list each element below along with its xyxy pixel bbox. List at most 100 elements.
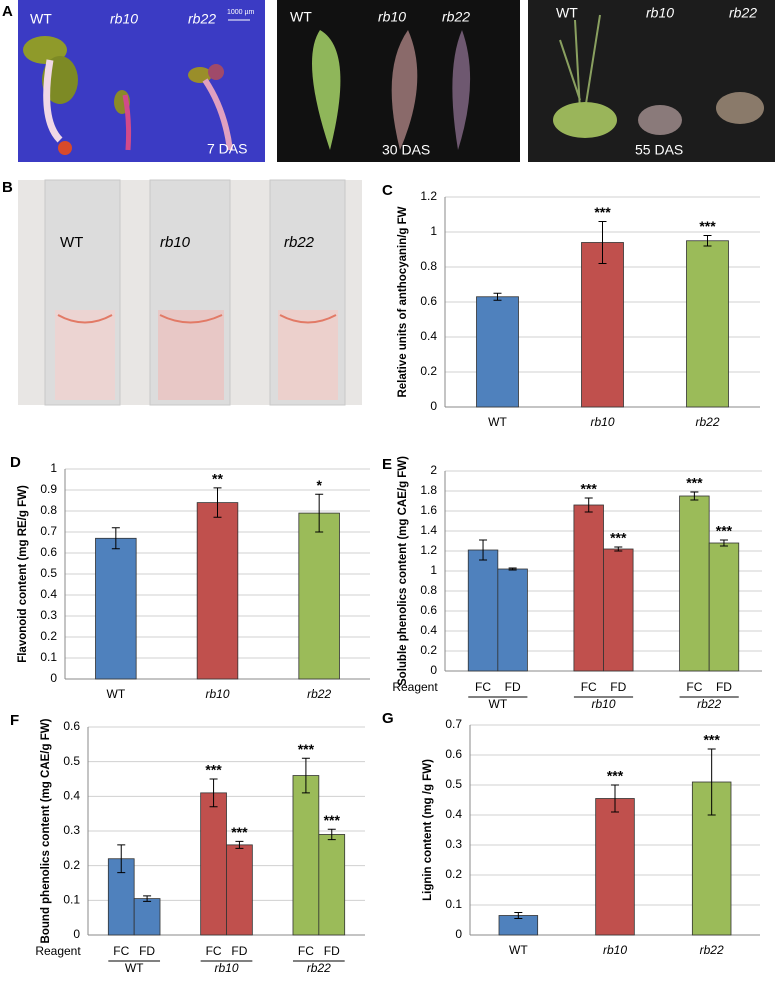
series-label: FC xyxy=(298,944,314,958)
series-label: FC xyxy=(686,680,702,694)
x-tick-label: WT xyxy=(125,961,144,975)
bar xyxy=(226,844,253,936)
x-tick-label: WT xyxy=(107,687,126,701)
series-label: FD xyxy=(610,680,626,694)
y-tick-label: 2 xyxy=(430,463,437,477)
y-tick-label: 0.2 xyxy=(40,629,57,643)
photo-label: rb22 xyxy=(188,11,216,27)
photo-label: WT xyxy=(290,9,312,25)
significance: *** xyxy=(716,523,733,539)
y-tick-label: 1 xyxy=(430,563,437,577)
error-bar xyxy=(209,778,218,808)
significance: ** xyxy=(212,471,223,487)
error-bar xyxy=(315,493,324,533)
bar xyxy=(686,240,729,408)
y-tick-label: 0 xyxy=(430,663,437,677)
panel-letter: E xyxy=(382,456,392,473)
y-tick-label: 0.6 xyxy=(40,545,57,559)
panel-letter: B xyxy=(2,179,13,196)
bar xyxy=(95,537,137,680)
significance: *** xyxy=(703,732,720,748)
significance: *** xyxy=(686,475,703,491)
photo-a2: WT rb10 rb22 30 DAS xyxy=(277,0,520,162)
error-bar xyxy=(614,546,623,552)
y-tick-label: 0.4 xyxy=(445,807,462,821)
bar xyxy=(133,898,161,936)
x-tick-label: rb10 xyxy=(590,415,614,429)
bar xyxy=(679,495,710,672)
x-tick-label: WT xyxy=(488,415,507,429)
y-tick-label: 0.1 xyxy=(445,897,462,911)
bar xyxy=(497,568,528,672)
x-tick-label: WT xyxy=(509,943,528,957)
bar xyxy=(603,548,634,672)
x-tick-label: rb22 xyxy=(700,943,724,957)
error-bar xyxy=(514,912,523,919)
error-bar xyxy=(117,844,126,874)
y-tick-label: 0.2 xyxy=(420,643,437,657)
error-bar xyxy=(690,491,699,501)
x-tick-label: rb22 xyxy=(697,697,721,711)
bar xyxy=(467,549,499,672)
bar xyxy=(476,296,519,408)
error-bar xyxy=(213,487,222,518)
photo-label: WT xyxy=(556,5,578,21)
y-axis-label: Relative units of anthocyanin/g FW xyxy=(397,206,409,397)
photo-label: WT xyxy=(60,234,83,251)
y-tick-label: 0.6 xyxy=(445,747,462,761)
y-tick-label: 0.7 xyxy=(445,717,462,731)
series-label: FC xyxy=(206,944,222,958)
series-label: FD xyxy=(231,944,247,958)
group-label: Reagent xyxy=(35,944,81,958)
y-tick-label: 0.9 xyxy=(40,482,57,496)
x-tick-label: rb22 xyxy=(695,415,719,429)
panel-letter: F xyxy=(10,712,19,729)
series-label: FD xyxy=(324,944,340,958)
y-tick-label: 0 xyxy=(73,927,80,941)
photo-a3: WT rb10 rb22 55 DAS xyxy=(528,0,775,162)
y-tick-label: 0.5 xyxy=(63,754,80,768)
photo-label: rb10 xyxy=(646,5,674,21)
y-tick-label: 1 xyxy=(50,461,57,475)
error-bar xyxy=(703,235,712,247)
error-bar xyxy=(327,828,336,841)
significance: *** xyxy=(610,530,627,546)
x-tick-label: rb22 xyxy=(307,687,331,701)
series-label: FD xyxy=(505,680,521,694)
y-tick-label: 0.8 xyxy=(420,583,437,597)
significance: *** xyxy=(581,481,598,497)
y-tick-label: 0.6 xyxy=(63,719,80,733)
error-bar xyxy=(235,840,244,849)
panel-letter: A xyxy=(2,3,13,20)
x-tick-label: WT xyxy=(489,697,508,711)
y-tick-label: 0.3 xyxy=(40,608,57,622)
photo-a1: A WT rb10 rb22 1000 µm 7 DAS xyxy=(2,0,265,162)
y-tick-label: 0 xyxy=(430,399,437,413)
bar xyxy=(581,242,624,408)
error-bar xyxy=(143,895,152,902)
error-bar xyxy=(493,292,502,301)
y-tick-label: 0.5 xyxy=(40,566,57,580)
series-label: FD xyxy=(716,680,732,694)
photo-label: rb22 xyxy=(729,5,757,21)
x-tick-label: rb10 xyxy=(591,697,615,711)
y-tick-label: 0.2 xyxy=(63,858,80,872)
y-tick-label: 1.2 xyxy=(420,189,437,203)
significance: * xyxy=(316,477,322,493)
y-tick-label: 0.5 xyxy=(445,777,462,791)
bar xyxy=(318,834,346,936)
y-tick-label: 0 xyxy=(455,927,462,941)
x-tick-label: rb22 xyxy=(307,961,331,975)
significance: *** xyxy=(607,768,624,784)
y-tick-label: 0.6 xyxy=(420,603,437,617)
error-bar xyxy=(584,497,593,513)
significance: *** xyxy=(298,741,315,757)
bar xyxy=(708,542,740,672)
x-tick-label: rb10 xyxy=(603,943,627,957)
series-label: FC xyxy=(475,680,491,694)
error-bar xyxy=(508,567,517,571)
y-tick-label: 0.4 xyxy=(420,329,437,343)
x-tick-label: rb10 xyxy=(205,687,229,701)
scale-bar: 1000 µm xyxy=(227,9,255,16)
y-axis-label: Soluble phenolics content (mg CAE/g FW) xyxy=(397,456,409,686)
